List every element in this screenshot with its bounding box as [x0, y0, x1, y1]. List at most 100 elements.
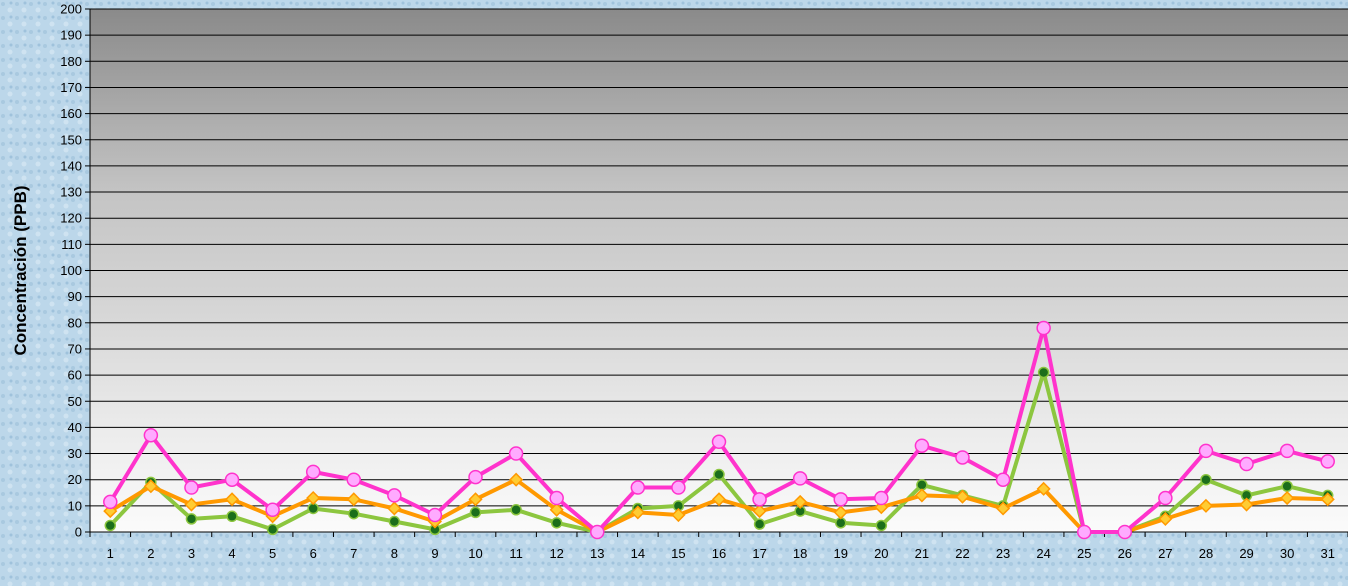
data-point: [590, 524, 605, 540]
x-tick-label: 4: [228, 546, 235, 561]
data-point: [671, 507, 686, 523]
data-point: [752, 492, 767, 507]
data-point: [469, 506, 482, 519]
y-tick-label: 30: [68, 446, 82, 461]
series-3: [103, 320, 1335, 540]
data-point: [711, 492, 727, 507]
data-point: [1320, 454, 1335, 469]
data-point: [713, 468, 725, 481]
x-tick-label: 9: [431, 546, 438, 561]
data-point: [387, 488, 402, 503]
data-point: [266, 523, 279, 536]
data-point: [184, 480, 199, 495]
data-point: [427, 507, 443, 523]
data-point: [792, 471, 808, 486]
data-point: [1200, 473, 1212, 486]
x-tick-label: 29: [1239, 546, 1253, 561]
x-tick-label: 10: [468, 546, 482, 561]
data-point: [711, 434, 727, 450]
y-tick-label: 70: [68, 341, 82, 356]
x-tick-label: 21: [915, 546, 929, 561]
y-tick-label: 90: [68, 289, 82, 304]
y-tick-label: 110: [61, 237, 82, 252]
y-axis-title: Concentración (PPB): [11, 185, 30, 355]
data-point: [630, 480, 646, 495]
y-tick-label: 0: [75, 525, 82, 540]
data-point: [1037, 366, 1050, 379]
data-point: [1280, 490, 1295, 506]
y-tick-label: 20: [68, 472, 82, 487]
data-point: [1198, 498, 1214, 513]
data-point: [387, 501, 402, 516]
x-tick-label: 13: [590, 546, 604, 561]
data-point: [914, 488, 929, 503]
y-tick-label: 200: [60, 2, 82, 17]
x-tick-label: 20: [874, 546, 888, 561]
x-tick-label: 1: [107, 546, 114, 561]
data-point: [1117, 524, 1133, 540]
x-tick-label: 28: [1199, 546, 1213, 561]
x-tick-label: 18: [793, 546, 807, 561]
x-tick-label: 6: [310, 546, 317, 561]
data-point: [996, 501, 1011, 516]
y-tick-label: 150: [60, 132, 82, 147]
x-tick-label: 23: [996, 546, 1010, 561]
x-tick-label: 19: [834, 546, 848, 561]
x-tick-label: 22: [955, 546, 969, 561]
gridlines: [90, 8, 1348, 533]
data-point: [833, 505, 848, 520]
data-point: [1076, 524, 1092, 540]
data-point: [1158, 490, 1173, 506]
data-point: [753, 518, 766, 530]
data-point: [468, 492, 483, 507]
x-tick-label: 17: [752, 546, 766, 561]
x-tick-label: 15: [671, 546, 685, 561]
y-tick-label: 190: [60, 28, 82, 43]
data-point: [793, 494, 808, 509]
data-point: [185, 513, 198, 525]
data-point: [955, 450, 970, 465]
data-point: [752, 504, 767, 519]
x-tick-label: 24: [1036, 546, 1050, 561]
data-point: [1158, 511, 1173, 526]
data-point: [508, 446, 524, 461]
x-tick-label: 16: [712, 546, 726, 561]
y-tick-label: 60: [68, 368, 82, 383]
data-point: [1281, 480, 1293, 492]
data-point: [305, 464, 321, 480]
data-point: [1320, 492, 1335, 507]
x-tick-label: 12: [549, 546, 563, 561]
data-point: [1279, 443, 1295, 459]
data-point: [143, 427, 159, 443]
y-tick-label: 10: [68, 498, 82, 513]
x-tick-label: 11: [509, 546, 523, 561]
y-tick-label: 100: [60, 263, 82, 278]
data-point: [104, 519, 117, 532]
x-tick-label: 14: [631, 546, 645, 561]
data-point: [1239, 456, 1254, 472]
data-point: [874, 490, 889, 506]
data-point: [914, 438, 930, 453]
data-point: [388, 515, 401, 528]
data-point: [630, 505, 645, 520]
data-point: [1198, 443, 1214, 459]
data-point: [143, 479, 158, 494]
y-tick-label: 80: [68, 315, 82, 330]
y-tick-label: 40: [68, 420, 82, 435]
series-layer: [103, 320, 1335, 540]
data-point: [549, 502, 564, 517]
y-tick-label: 170: [60, 80, 82, 95]
data-point: [224, 492, 240, 507]
x-tick-label: 8: [391, 546, 398, 561]
data-point: [550, 517, 563, 529]
x-tick-label: 7: [350, 546, 357, 561]
data-point: [1036, 320, 1051, 336]
data-point: [509, 472, 524, 487]
data-point: [833, 492, 848, 507]
data-point: [265, 502, 280, 518]
data-point: [549, 490, 564, 506]
x-tick-label: 26: [1118, 546, 1132, 561]
x-tick-label: 5: [269, 546, 276, 561]
